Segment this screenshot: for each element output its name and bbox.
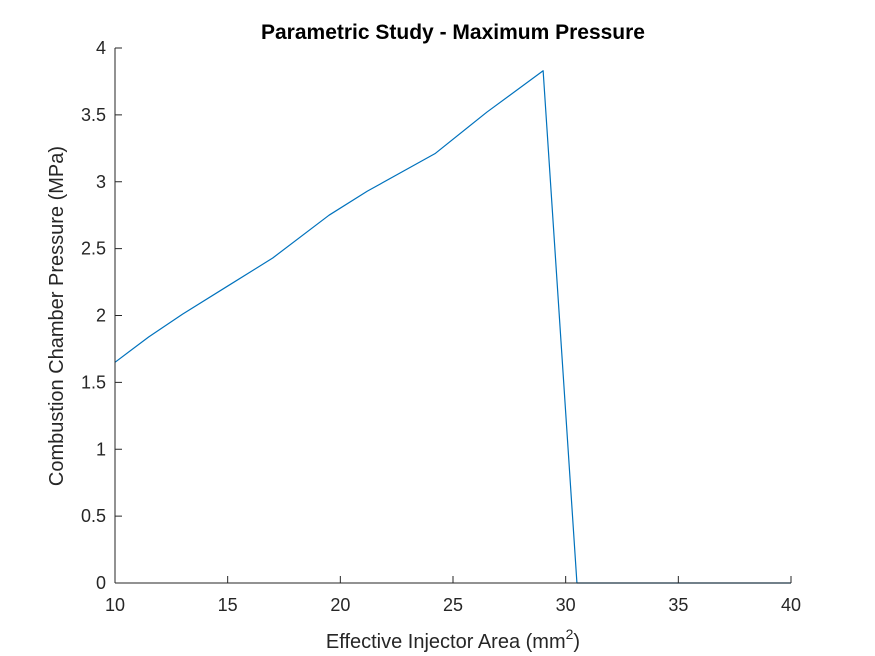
y-tick-label: 4: [96, 38, 106, 58]
y-tick-label: 1.5: [81, 372, 106, 392]
data-series-group: [114, 70, 791, 584]
y-tick-label: 2.5: [81, 239, 106, 259]
y-axis-label: Combustion Chamber Pressure (MPa): [46, 146, 68, 486]
y-tick-label: 3: [96, 172, 106, 192]
y-tick-label: 0: [96, 573, 106, 593]
y-ticks: 0 0.5 1 1.5 2 2.5 3 3.5 4: [81, 38, 122, 593]
y-tick-label: 1: [96, 439, 106, 459]
x-tick-label: 35: [668, 595, 688, 615]
x-axis-label-superscript: 2: [566, 626, 574, 642]
x-tick-label: 15: [218, 595, 238, 615]
x-tick-label: 10: [105, 595, 125, 615]
y-tick-label: 0.5: [81, 506, 106, 526]
x-tick-label: 20: [330, 595, 350, 615]
x-tick-label: 40: [781, 595, 801, 615]
y-tick-label: 3.5: [81, 105, 106, 125]
chart-title: Parametric Study - Maximum Pressure: [261, 21, 645, 44]
axes: 10 15 20 25 30 35 40 0 0.5 1 1.5 2 2.5 3 3.5 4: [81, 38, 801, 615]
y-tick-label: 2: [96, 306, 106, 326]
x-ticks: 10 15 20 25 30 35 40: [105, 576, 801, 615]
x-tick-label: 30: [556, 595, 576, 615]
x-axis-label-suffix: ): [573, 631, 580, 653]
x-axis-label: Effective Injector Area (mm2): [326, 626, 580, 653]
series-line-0: [114, 70, 791, 584]
x-tick-label: 25: [443, 595, 463, 615]
x-axis-label-text: Effective Injector Area (mm: [326, 631, 566, 653]
